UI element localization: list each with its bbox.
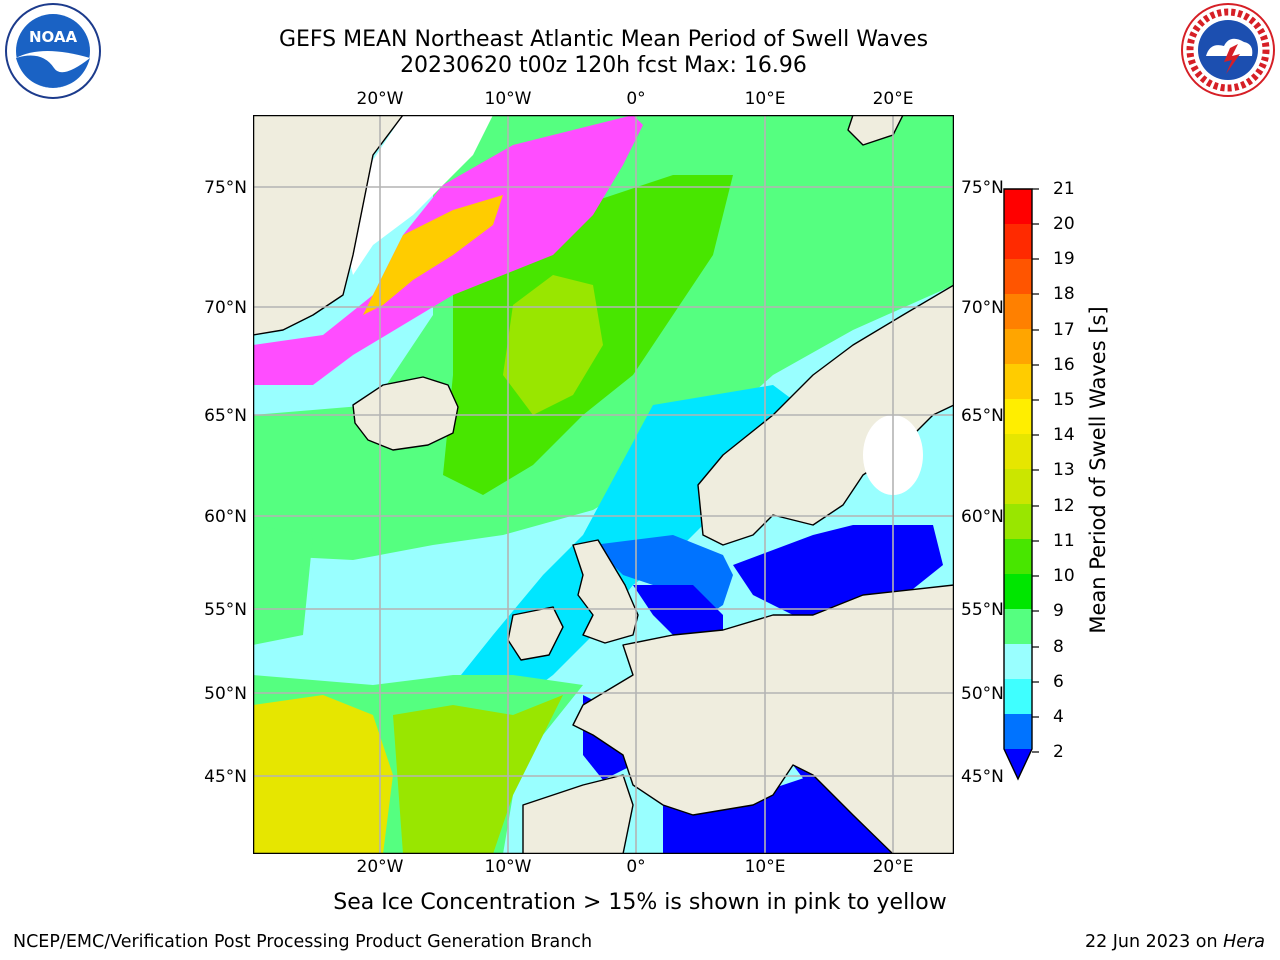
colorbar-segment [1004,609,1032,645]
sea-ice-note: Sea Ice Concentration > 15% is shown in … [0,890,1280,915]
svalbard [847,115,904,146]
lon-label-top: 10°W [484,89,532,109]
lon-label-bottom: 10°W [484,857,532,877]
colorbar-tick-label: 13 [1053,460,1075,480]
lon-label-top: 0° [626,89,646,109]
colorbar-segment [1004,259,1032,295]
british-isles [572,539,639,644]
colorbar-tick-label: 10 [1053,566,1075,586]
colorbar-tick-label: 8 [1053,637,1064,657]
lat-label-left: 65°N [204,406,247,426]
colorbar-tick-label: 11 [1053,531,1075,551]
colorbar-tick-label: 12 [1053,496,1075,516]
iberia [522,774,634,854]
colorbar-tick-label: 4 [1053,707,1064,727]
chart-subtitle: 20230620 t00z 120h fcst Max: 16.96 [400,53,807,78]
colorbar-tick-label: 9 [1053,601,1064,621]
field-med [663,775,893,854]
lat-label-right: 60°N [961,507,1004,527]
footer-machine: Hera [1223,932,1265,952]
lat-label-left: 50°N [204,684,247,704]
footer-date: 22 Jun 2023 on Hera [1085,932,1265,952]
lat-label-right: 50°N [961,684,1004,704]
lon-label-top: 20°W [356,89,404,109]
lat-label-left: 60°N [204,507,247,527]
colorbar-segment [1004,294,1032,330]
lat-label-left: 75°N [204,178,247,198]
field-south-lightgreen [393,695,563,854]
greenland [253,115,404,336]
field-light-green [503,275,603,415]
colorbar-tick-label: 20 [1053,214,1075,234]
colorbar-segment [1004,574,1032,610]
colorbar-title: Mean Period of Swell Waves [s] [1086,306,1110,634]
continental-europe [572,584,954,854]
field-south-yellow [253,695,393,854]
colorbar-segment [1004,189,1032,225]
chart-title: GEFS MEAN Northeast Atlantic Mean Period… [278,27,929,52]
lat-label-right: 70°N [961,298,1004,318]
lat-label-left: 45°N [204,767,247,787]
lon-label-bottom: 10°E [744,857,786,877]
colorbar-outline [1003,188,1033,781]
map-plot [253,115,954,854]
colorbar-segment [1004,399,1032,435]
footer-date-text: 22 Jun 2023 on [1084,932,1224,952]
colorbar-tick-label: 2 [1053,742,1064,762]
colorbar-tick-label: 18 [1053,284,1075,304]
lon-label-bottom: 20°W [356,857,404,877]
field-west-green [253,525,313,645]
svg-text:NOAA: NOAA [29,28,78,46]
colorbar-segment [1004,539,1032,575]
gridlines [253,115,954,854]
colorbar-segment [1004,504,1032,540]
colorbar-segment [1004,329,1032,365]
colorbar [1003,188,1039,781]
lon-label-bottom: 0° [626,857,646,877]
lat-label-right: 45°N [961,767,1004,787]
colorbar-segment [1004,714,1032,749]
lon-label-bottom: 20°E [872,857,914,877]
lat-label-left: 55°N [204,600,247,620]
lat-label-right: 75°N [961,178,1004,198]
lat-label-right: 55°N [961,600,1004,620]
footer-branch: NCEP/EMC/Verification Post Processing Pr… [13,932,593,952]
colorbar-segment [1004,434,1032,470]
sea-ice-note-text: Sea Ice Concentration > 15% is shown in … [333,890,947,915]
lat-label-left: 70°N [204,298,247,318]
colorbar-tick-label: 16 [1053,355,1075,375]
map-frame [253,115,954,854]
colorbar-tick-label: 15 [1053,390,1075,410]
sea-ice-edge [363,195,503,315]
lon-label-top: 10°E [744,89,786,109]
lat-label-right: 65°N [961,406,1004,426]
colorbar-tick-label: 6 [1053,672,1064,692]
colorbar-tick-label: 14 [1053,425,1075,445]
colorbar-segment [1004,679,1032,715]
colorbar-tick-label: 21 [1053,179,1075,199]
colorbar-segment [1004,469,1032,505]
colorbar-extend-arrow [1004,749,1032,779]
colorbar-segment [1004,644,1032,680]
colorbar-segment [1004,224,1032,260]
colorbar-segment [1004,364,1032,400]
lon-label-top: 20°E [872,89,914,109]
noaa-logo: NOAA [5,3,101,99]
colorbar-tick-label: 19 [1053,249,1075,269]
colorbar-tick-label: 17 [1053,320,1075,340]
national-weather-service-logo [1181,3,1275,97]
